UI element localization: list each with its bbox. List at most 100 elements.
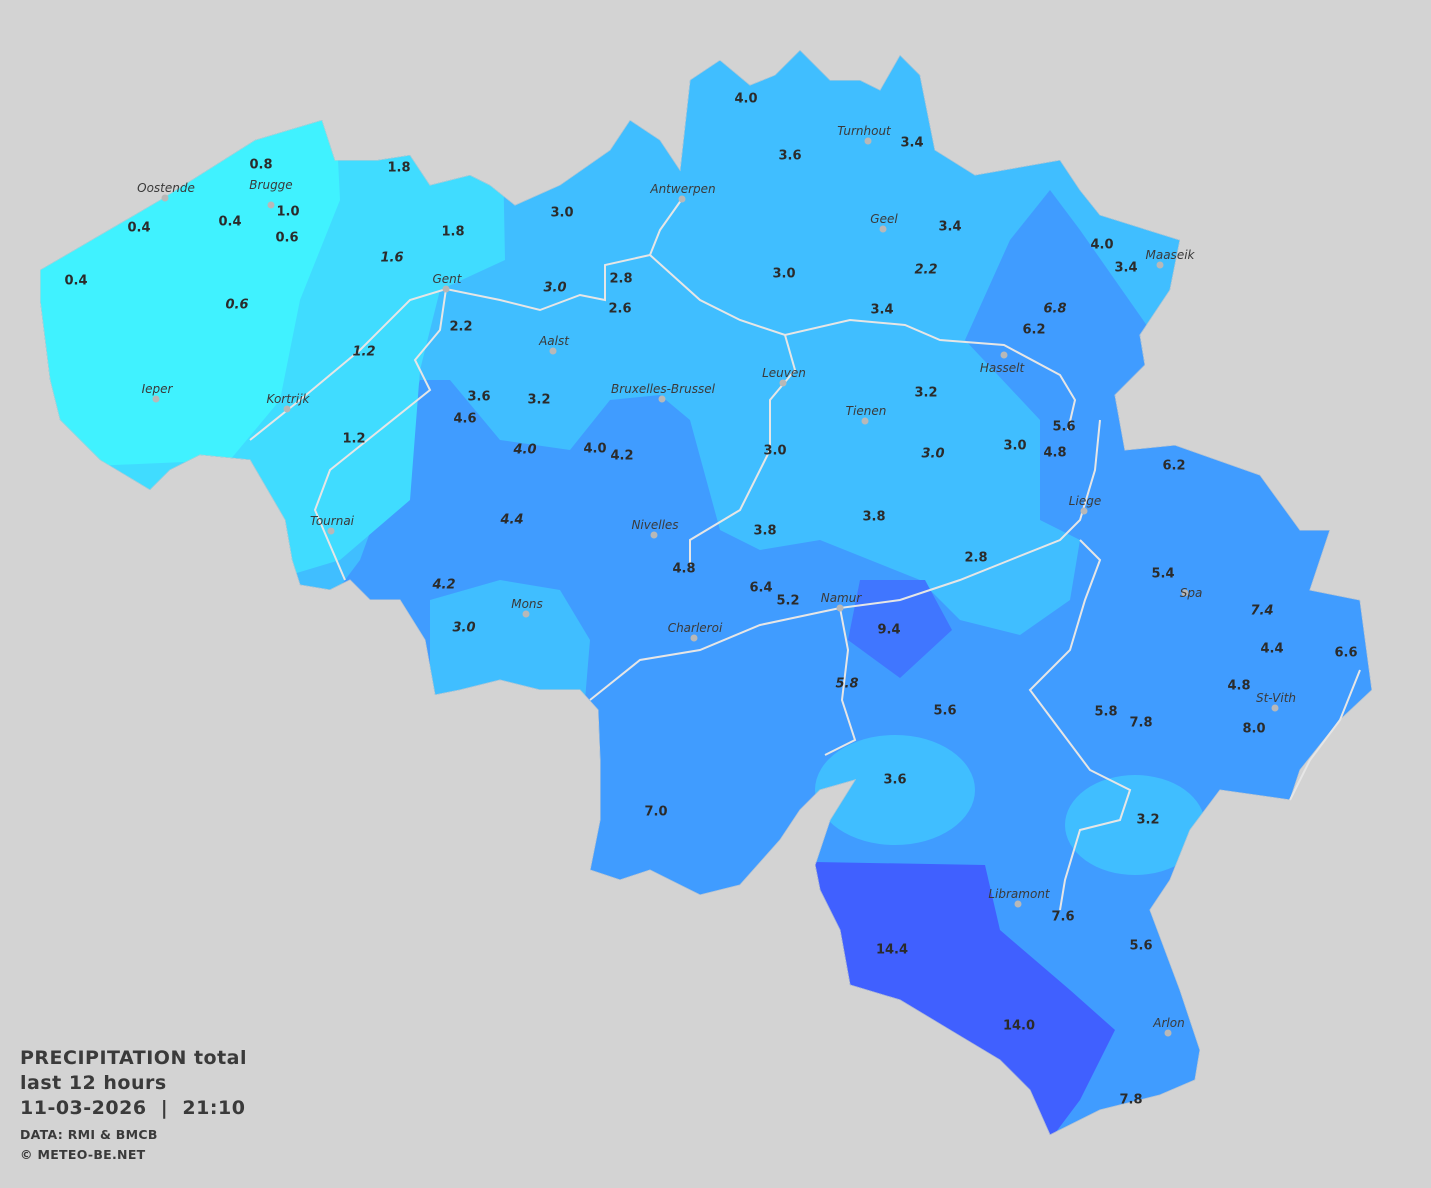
city-label: Tienen xyxy=(846,404,887,418)
city-marker xyxy=(864,137,872,145)
river-line xyxy=(1028,539,1132,911)
station-value: 5.8 xyxy=(1094,705,1117,720)
station-value: 4.2 xyxy=(610,449,633,464)
station-value: 6.2 xyxy=(1162,459,1185,474)
station-value: 7.0 xyxy=(644,805,667,820)
station-value: 3.6 xyxy=(883,773,906,788)
station-value: 4.6 xyxy=(453,412,476,427)
city-label: Gent xyxy=(433,272,463,286)
map-legend: PRECIPITATION total last 12 hours 11-03-… xyxy=(20,1046,247,1165)
city-label: Kortrijk xyxy=(267,392,311,406)
zone-limburg-high xyxy=(965,190,1150,420)
city-marker xyxy=(678,195,686,203)
city-label: Turnhout xyxy=(837,124,892,138)
city-label: Ieper xyxy=(142,382,174,396)
zone-lux-mid-east xyxy=(1065,775,1205,875)
city-label: Liege xyxy=(1069,494,1101,508)
station-value: 5.6 xyxy=(933,704,956,719)
city-marker xyxy=(1271,704,1279,712)
city-label: Namur xyxy=(821,591,863,605)
station-value: 1.8 xyxy=(387,161,410,176)
city-labels: Oostende Brugge Ieper Kortrijk Gent Tournai An… xyxy=(137,124,1296,1037)
station-value: 3.2 xyxy=(1136,813,1159,828)
city-marker xyxy=(658,395,666,403)
legend-period: last 12 hours xyxy=(20,1072,167,1094)
zone-lux-mid xyxy=(815,735,975,845)
station-value: 4.8 xyxy=(1043,446,1066,461)
station-value: 2.2 xyxy=(449,320,472,335)
station-value: 4.0 xyxy=(512,443,536,458)
station-value: 4.4 xyxy=(499,513,523,528)
city-label: Oostende xyxy=(137,181,195,195)
city-label: Leuven xyxy=(762,366,806,380)
city-marker xyxy=(1164,1029,1172,1037)
city-marker xyxy=(1000,351,1008,359)
city-label: Libramont xyxy=(988,887,1051,901)
city-label: Mons xyxy=(511,597,543,611)
city-marker xyxy=(836,604,844,612)
city-label: Nivelles xyxy=(631,518,678,532)
city-label: Charleroi xyxy=(668,621,723,635)
station-value: 3.4 xyxy=(870,303,893,318)
station-value: 3.0 xyxy=(452,621,475,636)
station-value: 3.8 xyxy=(862,510,885,525)
station-value: 6.2 xyxy=(1022,323,1045,338)
station-value: 6.8 xyxy=(1043,302,1066,317)
station-value: 5.6 xyxy=(1052,420,1075,435)
city-label: Spa xyxy=(1180,586,1203,600)
city-marker xyxy=(442,285,450,293)
city-marker xyxy=(779,379,787,387)
city-marker xyxy=(1181,589,1189,597)
station-value: 0.6 xyxy=(275,231,298,246)
station-value: 1.2 xyxy=(342,432,365,447)
station-value: 2.2 xyxy=(914,263,937,278)
station-value: 3.2 xyxy=(914,386,937,401)
zone-namur-higher xyxy=(848,580,952,678)
station-value: 4.2 xyxy=(431,578,455,593)
city-marker xyxy=(861,417,869,425)
station-value: 4.0 xyxy=(734,92,757,107)
city-marker xyxy=(549,347,557,355)
zone-hainaut-mid xyxy=(430,580,590,700)
river-line xyxy=(649,254,1077,431)
city-marker xyxy=(522,610,530,618)
station-value: 3.4 xyxy=(1114,261,1137,276)
city-marker xyxy=(283,405,291,413)
station-value: 3.0 xyxy=(772,267,795,282)
station-value: 6.4 xyxy=(749,581,772,596)
river-line xyxy=(689,334,797,565)
city-marker xyxy=(1156,261,1164,269)
city-label: Hasselt xyxy=(980,361,1026,375)
station-value: 3.6 xyxy=(467,390,490,405)
station-value: 3.2 xyxy=(527,393,550,408)
station-value: 14.4 xyxy=(876,943,908,958)
station-value: 5.6 xyxy=(1129,939,1152,954)
city-label: Tournai xyxy=(310,514,355,528)
station-value: 0.8 xyxy=(249,158,272,173)
station-value: 1.6 xyxy=(380,251,403,266)
city-marker xyxy=(690,634,698,642)
station-value: 14.0 xyxy=(1003,1019,1035,1034)
station-value: 0.4 xyxy=(127,221,150,236)
city-marker xyxy=(1080,507,1088,515)
station-value: 3.6 xyxy=(778,149,801,164)
station-value: 1.8 xyxy=(441,225,464,240)
city-label: St-Vith xyxy=(1256,691,1296,705)
city-marker xyxy=(327,527,335,535)
river-line xyxy=(313,288,447,581)
station-value: 6.6 xyxy=(1334,646,1357,661)
legend-datetime: 11-03-2026 | 21:10 xyxy=(20,1097,246,1119)
city-label: Maaseik xyxy=(1146,248,1196,262)
station-value: 0.4 xyxy=(218,215,241,230)
station-value: 3.0 xyxy=(763,444,786,459)
station-value: 2.8 xyxy=(609,272,632,287)
station-value: 7.4 xyxy=(1250,604,1273,619)
station-value: 9.4 xyxy=(877,623,900,638)
legend-copyright: © METEO-BE.NET xyxy=(20,1147,146,1162)
station-value: 7.8 xyxy=(1129,716,1152,731)
river-line xyxy=(824,607,857,756)
station-value: 2.8 xyxy=(964,551,987,566)
station-value: 3.0 xyxy=(1003,439,1026,454)
